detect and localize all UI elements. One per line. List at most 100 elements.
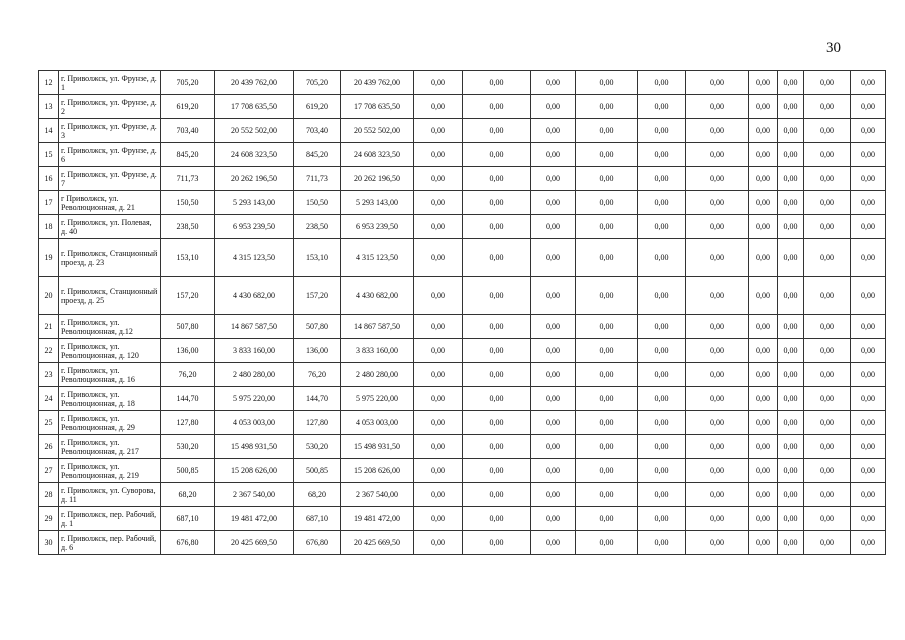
zero-value-cell: 0,00 xyxy=(462,410,531,435)
zero-value-cell: 0,00 xyxy=(575,70,638,95)
row-number: 23 xyxy=(38,362,59,387)
cost-cell: 20 439 762,00 xyxy=(340,70,414,95)
zero-value-cell: 0,00 xyxy=(637,70,686,95)
zero-value-cell: 0,00 xyxy=(530,166,576,191)
table-row: 23 г. Приволжск, ул. Революционная, д. 16… xyxy=(38,362,886,387)
zero-value-cell: 0,00 xyxy=(777,142,804,167)
table-row: 21 г. Приволжск, ул. Революционная, д.12 5… xyxy=(38,314,886,339)
zero-value-cell: 0,00 xyxy=(748,166,778,191)
zero-value-cell: 0,00 xyxy=(637,190,686,215)
address-cell: г. Приволжск, ул. Полевая, д. 40 xyxy=(58,214,161,239)
row-number: 26 xyxy=(38,434,59,459)
cost-cell: 2 367 540,00 xyxy=(214,482,294,507)
address-cell: г Приволжск, ул. Революционная, д. 21 xyxy=(58,190,161,215)
zero-value-cell: 0,00 xyxy=(850,314,886,339)
area-cell: 157,20 xyxy=(160,276,215,315)
zero-value-cell: 0,00 xyxy=(850,238,886,277)
area-cell: 136,00 xyxy=(293,338,341,363)
zero-value-cell: 0,00 xyxy=(413,94,463,119)
row-number: 16 xyxy=(38,166,59,191)
area-cell: 705,20 xyxy=(293,70,341,95)
address-cell: г. Приволжск, ул. Суворова, д. 11 xyxy=(58,482,161,507)
cost-cell: 5 293 143,00 xyxy=(340,190,414,215)
cost-cell: 24 608 323,50 xyxy=(214,142,294,167)
zero-value-cell: 0,00 xyxy=(748,118,778,143)
zero-value-cell: 0,00 xyxy=(413,434,463,459)
zero-value-cell: 0,00 xyxy=(850,362,886,387)
area-cell: 68,20 xyxy=(160,482,215,507)
zero-value-cell: 0,00 xyxy=(685,506,749,531)
zero-value-cell: 0,00 xyxy=(530,434,576,459)
zero-value-cell: 0,00 xyxy=(530,386,576,411)
cost-cell: 2 367 540,00 xyxy=(340,482,414,507)
area-cell: 687,10 xyxy=(160,506,215,531)
row-number: 21 xyxy=(38,314,59,339)
zero-value-cell: 0,00 xyxy=(803,362,851,387)
zero-value-cell: 0,00 xyxy=(462,434,531,459)
zero-value-cell: 0,00 xyxy=(413,118,463,143)
zero-value-cell: 0,00 xyxy=(803,482,851,507)
zero-value-cell: 0,00 xyxy=(575,506,638,531)
area-cell: 157,20 xyxy=(293,276,341,315)
zero-value-cell: 0,00 xyxy=(777,338,804,363)
cost-cell: 17 708 635,50 xyxy=(214,94,294,119)
area-cell: 127,80 xyxy=(293,410,341,435)
row-number: 27 xyxy=(38,458,59,483)
zero-value-cell: 0,00 xyxy=(462,238,531,277)
zero-value-cell: 0,00 xyxy=(462,70,531,95)
zero-value-cell: 0,00 xyxy=(413,338,463,363)
zero-value-cell: 0,00 xyxy=(748,70,778,95)
data-table: 12 г. Приволжск, ул. Фрунзе, д. 1 705,20 20… xyxy=(38,70,886,555)
zero-value-cell: 0,00 xyxy=(462,482,531,507)
address-cell: г. Приволжск, ул. Революционная, д. 29 xyxy=(58,410,161,435)
zero-value-cell: 0,00 xyxy=(777,190,804,215)
zero-value-cell: 0,00 xyxy=(777,94,804,119)
zero-value-cell: 0,00 xyxy=(462,506,531,531)
zero-value-cell: 0,00 xyxy=(748,338,778,363)
zero-value-cell: 0,00 xyxy=(413,482,463,507)
zero-value-cell: 0,00 xyxy=(413,166,463,191)
cost-cell: 3 833 160,00 xyxy=(214,338,294,363)
row-number: 28 xyxy=(38,482,59,507)
cost-cell: 5 293 143,00 xyxy=(214,190,294,215)
table-row: 24 г. Приволжск, ул. Революционная, д. 18… xyxy=(38,386,886,411)
zero-value-cell: 0,00 xyxy=(530,338,576,363)
zero-value-cell: 0,00 xyxy=(685,410,749,435)
table-row: 15 г. Приволжск, ул. Фрунзе, д. 6 845,20 24… xyxy=(38,142,886,167)
zero-value-cell: 0,00 xyxy=(803,530,851,555)
zero-value-cell: 0,00 xyxy=(575,410,638,435)
zero-value-cell: 0,00 xyxy=(850,482,886,507)
zero-value-cell: 0,00 xyxy=(462,530,531,555)
area-cell: 153,10 xyxy=(160,238,215,277)
cost-cell: 2 480 280,00 xyxy=(214,362,294,387)
zero-value-cell: 0,00 xyxy=(530,482,576,507)
zero-value-cell: 0,00 xyxy=(530,530,576,555)
zero-value-cell: 0,00 xyxy=(850,70,886,95)
cost-cell: 6 953 239,50 xyxy=(214,214,294,239)
zero-value-cell: 0,00 xyxy=(685,386,749,411)
address-cell: г. Приволжск, ул. Революционная, д. 219 xyxy=(58,458,161,483)
zero-value-cell: 0,00 xyxy=(575,482,638,507)
zero-value-cell: 0,00 xyxy=(530,214,576,239)
zero-value-cell: 0,00 xyxy=(575,338,638,363)
area-cell: 711,73 xyxy=(160,166,215,191)
cost-cell: 4 430 682,00 xyxy=(214,276,294,315)
zero-value-cell: 0,00 xyxy=(637,506,686,531)
zero-value-cell: 0,00 xyxy=(575,434,638,459)
zero-value-cell: 0,00 xyxy=(413,410,463,435)
zero-value-cell: 0,00 xyxy=(748,362,778,387)
address-cell: г. Приволжск, ул. Революционная, д. 18 xyxy=(58,386,161,411)
zero-value-cell: 0,00 xyxy=(575,190,638,215)
row-number: 17 xyxy=(38,190,59,215)
cost-cell: 24 608 323,50 xyxy=(340,142,414,167)
zero-value-cell: 0,00 xyxy=(413,314,463,339)
cost-cell: 6 953 239,50 xyxy=(340,214,414,239)
cost-cell: 20 552 502,00 xyxy=(340,118,414,143)
zero-value-cell: 0,00 xyxy=(685,276,749,315)
cost-cell: 15 498 931,50 xyxy=(214,434,294,459)
zero-value-cell: 0,00 xyxy=(685,94,749,119)
area-cell: 76,20 xyxy=(293,362,341,387)
zero-value-cell: 0,00 xyxy=(803,458,851,483)
table-row: 20 г. Приволжск, Станционный проезд, д. 2… xyxy=(38,276,886,315)
zero-value-cell: 0,00 xyxy=(777,314,804,339)
